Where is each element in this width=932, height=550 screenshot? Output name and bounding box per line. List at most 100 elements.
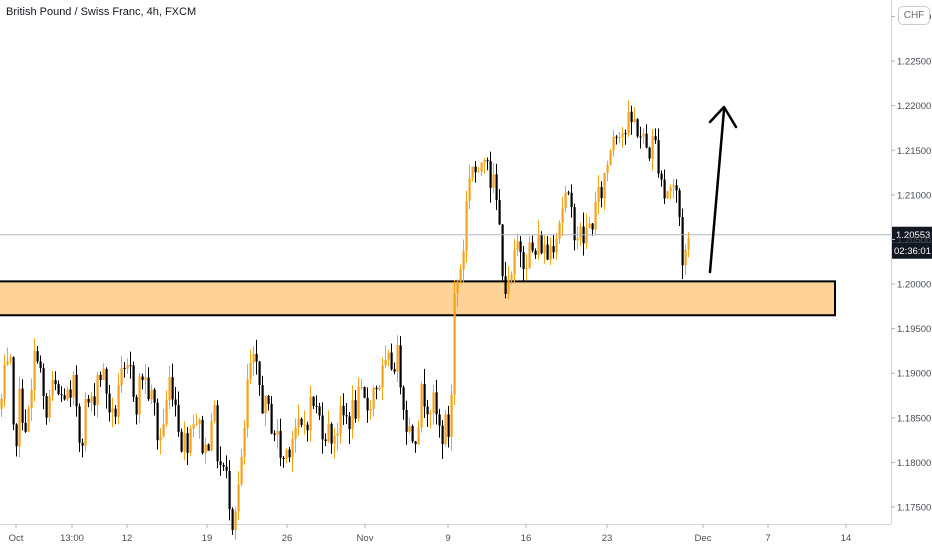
candle-up xyxy=(603,172,606,199)
candle-down xyxy=(447,414,450,437)
candle-down xyxy=(636,119,639,137)
candle-up xyxy=(456,281,459,294)
candle-down xyxy=(570,192,573,208)
candle-down xyxy=(132,365,135,397)
candle-up xyxy=(360,387,363,389)
candle-up xyxy=(372,388,375,410)
time-tick-label: Dec xyxy=(695,533,712,544)
up-arrow-shaft xyxy=(708,108,726,274)
time-tick-label: 26 xyxy=(282,533,293,544)
candle-down xyxy=(600,187,603,199)
candle-up xyxy=(378,387,381,390)
candle-up xyxy=(252,353,255,363)
time-tick-label: 16 xyxy=(521,533,532,544)
candle-up xyxy=(192,424,195,429)
candle-up xyxy=(204,444,207,454)
candle-up xyxy=(432,392,435,414)
candle-up xyxy=(561,207,564,223)
candle-down xyxy=(258,361,261,386)
candle-up xyxy=(672,185,675,188)
candle-up xyxy=(264,395,267,414)
candle-up xyxy=(189,428,192,453)
candle-up xyxy=(249,362,252,380)
candle-up xyxy=(234,511,237,531)
candle-down xyxy=(681,217,684,266)
candle-down xyxy=(141,376,144,381)
candle-up xyxy=(357,387,360,419)
candle-up xyxy=(408,426,411,432)
candle-down xyxy=(645,133,648,148)
candle-up xyxy=(309,396,312,431)
candle-up xyxy=(351,400,354,429)
time-axis[interactable]: Oct 13:00 12 19 26 Nov 9 16 23 Dec 7 14 xyxy=(9,524,852,544)
candle-down xyxy=(42,368,45,397)
candle-down xyxy=(591,223,594,230)
candle-up xyxy=(117,385,120,417)
candle-up xyxy=(210,421,213,451)
candle-down xyxy=(78,406,81,443)
candle-up xyxy=(291,438,294,458)
candle-up xyxy=(27,408,30,432)
price-axis[interactable]: 1.17500 1.18000 1.18500 1.19000 1.19500 1.200… xyxy=(891,12,931,514)
candle-up xyxy=(642,133,645,137)
candle-up xyxy=(483,159,486,163)
candle-down xyxy=(639,136,642,138)
price-tick-label: 1.20000 xyxy=(897,280,931,291)
candle-down xyxy=(207,444,210,451)
candle-down xyxy=(375,388,378,390)
candle-up xyxy=(687,238,690,250)
candle-up xyxy=(120,367,123,386)
time-tick-label: 7 xyxy=(765,533,770,544)
candle-down xyxy=(423,383,426,407)
candle-down xyxy=(648,147,651,159)
candle-up xyxy=(492,174,495,188)
candle-up xyxy=(276,431,279,435)
candle-down xyxy=(36,351,39,362)
candle-down xyxy=(495,174,498,201)
candle-down xyxy=(615,136,618,138)
candle-up xyxy=(651,136,654,159)
currency-button[interactable]: CHF xyxy=(898,6,930,25)
candle-down xyxy=(435,392,438,415)
candle-up xyxy=(606,164,609,173)
candle-up xyxy=(96,374,99,406)
candle-up xyxy=(465,200,468,251)
candle-up xyxy=(627,111,630,134)
candle-down xyxy=(552,245,555,253)
candle-up xyxy=(468,177,471,201)
candle-up xyxy=(669,187,672,192)
candle-up xyxy=(666,191,669,199)
candle-up xyxy=(33,351,36,391)
time-tick-label: Oct xyxy=(9,533,24,544)
candle-down xyxy=(15,424,18,447)
price-tick-label: 1.19000 xyxy=(897,369,931,380)
candle-down xyxy=(630,111,633,123)
candle-down xyxy=(411,426,414,442)
candle-up xyxy=(537,234,540,255)
price-tick-label: 1.21500 xyxy=(897,146,931,157)
candle-down xyxy=(678,190,681,218)
candle-up xyxy=(528,242,531,268)
candle-up xyxy=(213,405,216,422)
candle-down xyxy=(174,399,177,406)
candle-up xyxy=(621,133,624,138)
candle-down xyxy=(39,361,42,369)
candle-down xyxy=(654,136,657,141)
candle-up xyxy=(480,162,483,172)
price-tick-label: 1.21000 xyxy=(897,190,931,201)
candle-up xyxy=(576,238,579,241)
candle-up xyxy=(294,427,297,439)
candle-down xyxy=(318,406,321,416)
candle-up xyxy=(333,435,336,444)
price-tick-label: 1.17500 xyxy=(897,503,931,514)
candle-up xyxy=(597,187,600,203)
candle-up xyxy=(237,484,240,512)
candle-up xyxy=(111,408,114,413)
candle-up xyxy=(444,414,447,445)
candle-up xyxy=(384,359,387,366)
current-price-badge xyxy=(892,226,932,243)
candle-down xyxy=(300,418,303,425)
candle-up xyxy=(162,423,165,437)
candle-down xyxy=(312,396,315,406)
